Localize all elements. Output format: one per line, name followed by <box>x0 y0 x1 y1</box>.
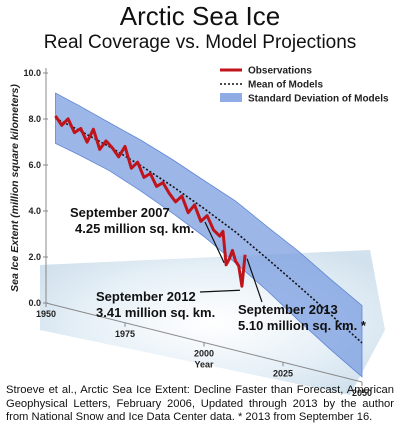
annotation-sep2007-pointer <box>204 221 225 264</box>
annotation-sep2012-line2: 3.41 million sq. km. <box>96 305 215 320</box>
x-axis-label: Year <box>194 360 214 370</box>
legend-band-label: Standard Deviation of Models <box>248 94 389 105</box>
annotation-sep2013-pointer <box>246 258 263 303</box>
legend: Observations Mean of Models Standard Devia… <box>220 66 389 105</box>
y-tick-label: 4.0 <box>28 206 41 216</box>
annotation-sep2007-line1: September 2007 <box>70 205 170 220</box>
annotation-sep2013-line1: September 2013 <box>238 302 338 317</box>
y-tick-label: 8.0 <box>28 114 41 124</box>
x-tick-label: 1950 <box>36 309 56 319</box>
annotation-sep2012-line1: September 2012 <box>96 289 196 304</box>
x-tick-label: 2025 <box>273 368 293 378</box>
chart-subtitle: Real Coverage vs. Model Projections <box>43 32 357 53</box>
annotation-sep2012-pointer <box>199 289 240 293</box>
y-axis-label: Sea Ice Extent (million square kilometer… <box>9 84 21 292</box>
x-tick-label: 1975 <box>115 329 135 339</box>
std-dev-band <box>55 92 363 378</box>
y-tick-label: 6.0 <box>28 160 41 170</box>
y-tick-label: 2.0 <box>28 252 41 262</box>
annotation-sep2007-line2: 4.25 million sq. km. <box>75 221 194 236</box>
chart-title-block: Arctic Sea Ice Real Coverage vs. Model P… <box>0 2 400 54</box>
legend-mean-label: Mean of Models <box>248 80 323 91</box>
source-note: Stroeve et al., Arctic Sea Ice Extent: D… <box>6 384 394 424</box>
annotation-sep2013-line2: 5.10 million sq. km. * <box>238 318 367 333</box>
std-dev-band-layer <box>55 92 363 378</box>
x-tick-label: 2050 <box>352 388 372 398</box>
legend-observations-label: Observations <box>248 66 312 77</box>
legend-band-swatch <box>220 93 242 102</box>
y-tick-label: 10.0 <box>23 68 41 78</box>
observations-line <box>54 115 247 288</box>
axes-layer: 0.0 2.0 4.0 6.0 8.0 10.0 1950 1975 2000 2025 2050 Y… <box>9 68 372 398</box>
chart-title: Arctic Sea Ice <box>119 1 281 31</box>
y-tick-label: 0.0 <box>28 298 41 308</box>
mean-of-models-line <box>55 117 363 344</box>
x-tick-label: 2000 <box>194 349 214 359</box>
observations-layer <box>54 115 247 288</box>
mean-line-layer <box>55 117 363 344</box>
